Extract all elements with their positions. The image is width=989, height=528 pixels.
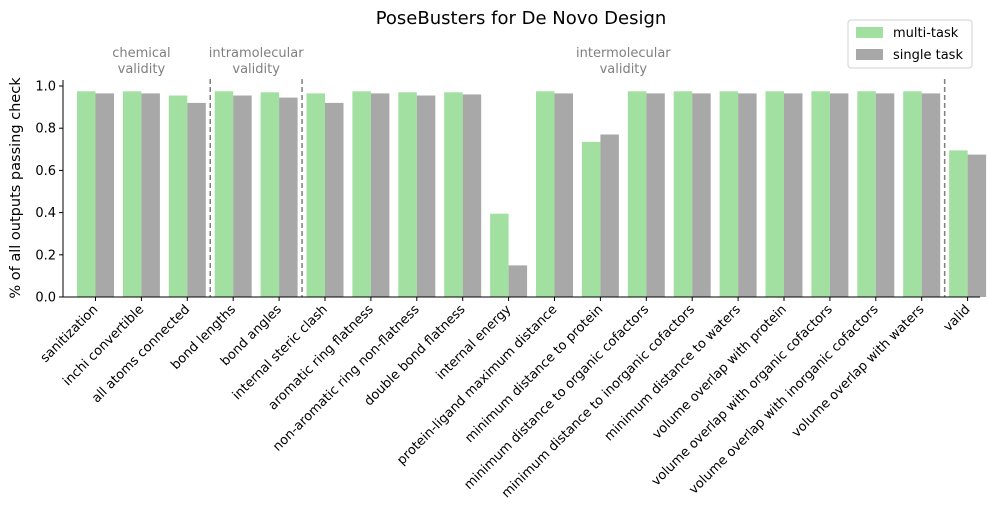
chart-title: PoseBusters for De Novo Design	[376, 8, 667, 29]
bars-layer	[77, 91, 987, 298]
bar-multi-task-4	[260, 92, 280, 297]
y-tick-label: 0.4	[35, 206, 56, 221]
bar-single-task-11	[600, 134, 619, 297]
bar-multi-task-2	[168, 95, 188, 297]
bar-single-task-0	[95, 93, 114, 298]
group-label: intermolecular	[576, 46, 671, 61]
bar-single-task-15	[784, 93, 803, 298]
bar-multi-task-18	[903, 91, 922, 297]
bar-single-task-3	[233, 95, 252, 297]
x-tick-label: inchi convertible	[60, 302, 147, 389]
bar-single-task-18	[921, 93, 941, 298]
bar-multi-task-17	[857, 91, 876, 297]
y-tick-label: 1.0	[35, 80, 56, 95]
bar-multi-task-8	[444, 92, 463, 297]
y-tick-label: 0.6	[35, 164, 56, 179]
bar-single-task-17	[875, 93, 895, 298]
bar-multi-task-5	[306, 93, 325, 298]
group-label: chemical	[112, 46, 170, 61]
bar-multi-task-15	[765, 91, 784, 297]
y-axis-label: % of all outputs passing check	[8, 77, 24, 299]
legend-label-single-task: single task	[893, 48, 963, 63]
group-label: intramolecular	[209, 46, 304, 61]
bar-single-task-13	[692, 93, 711, 298]
bar-single-task-7	[416, 95, 436, 297]
group-label: validity	[600, 62, 648, 77]
bar-single-task-5	[325, 102, 344, 298]
bar-single-task-8	[462, 94, 482, 298]
bar-single-task-12	[646, 93, 665, 298]
bar-single-task-16	[829, 93, 849, 298]
bar-single-task-6	[370, 93, 390, 298]
bar-single-task-1	[141, 93, 160, 298]
bar-multi-task-0	[77, 91, 96, 297]
x-tick-label: protein-ligand maximum distance	[394, 302, 560, 468]
bar-multi-task-19	[949, 150, 968, 297]
bar-multi-task-3	[214, 91, 234, 297]
bar-multi-task-16	[811, 91, 830, 297]
legend-swatch-multi-task	[856, 27, 883, 38]
legend-label-multi-task: multi-task	[893, 26, 959, 41]
group-labels: chemicalvalidityintramolecularvalidityin…	[112, 46, 671, 77]
x-tick-label: valid	[941, 302, 974, 335]
bar-multi-task-11	[581, 141, 601, 297]
bar-multi-task-6	[352, 91, 371, 297]
group-label: validity	[232, 62, 280, 77]
bar-single-task-4	[279, 97, 298, 297]
group-label: validity	[118, 62, 166, 77]
y-axis-ticks: 0.0 0.2 0.4 0.6 0.8 1.0	[35, 80, 63, 306]
y-tick-label: 0.8	[35, 122, 56, 137]
y-tick-label: 0.0	[35, 291, 56, 306]
bar-multi-task-14	[719, 91, 739, 297]
y-tick-label: 0.2	[35, 248, 56, 263]
bar-multi-task-9	[490, 213, 509, 297]
bar-multi-task-1	[122, 91, 142, 297]
bar-single-task-19	[967, 154, 987, 297]
bar-single-task-9	[508, 265, 528, 297]
bar-multi-task-13	[673, 91, 693, 297]
bar-multi-task-7	[398, 92, 417, 297]
legend: multi-task single task	[847, 19, 973, 69]
group-separators	[209, 79, 946, 297]
bar-single-task-2	[187, 102, 206, 298]
bar-multi-task-12	[627, 91, 647, 297]
bar-single-task-14	[738, 93, 757, 298]
legend-swatch-single-task	[856, 49, 883, 60]
bar-multi-task-10	[536, 91, 555, 297]
bar-single-task-10	[554, 93, 573, 298]
